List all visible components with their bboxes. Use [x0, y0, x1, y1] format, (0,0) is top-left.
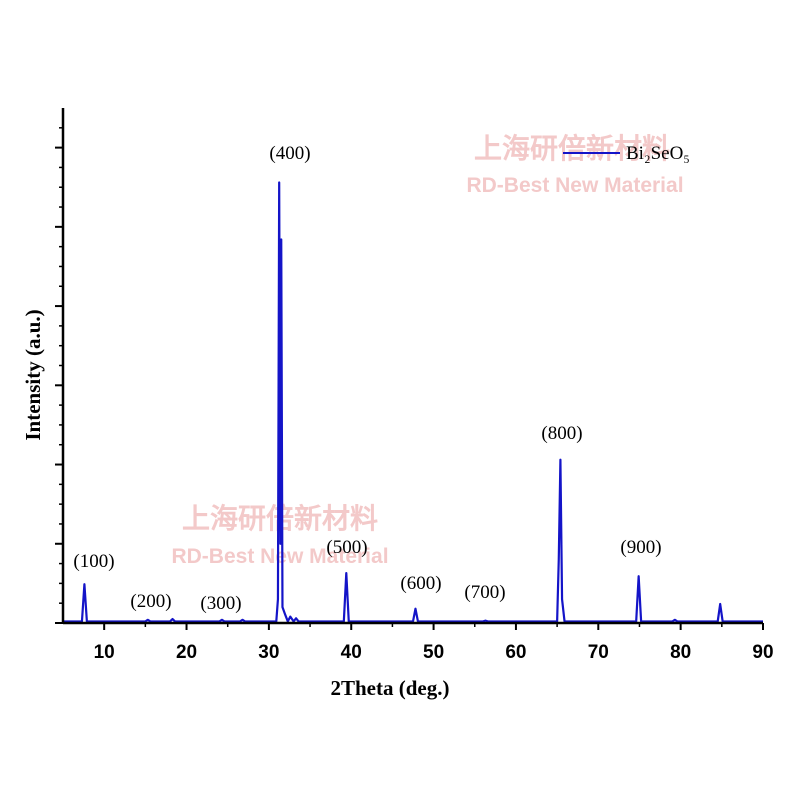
peak-label: (700)	[464, 582, 505, 603]
peak-label: (600)	[400, 573, 441, 594]
peak-label: (500)	[326, 537, 367, 558]
x-tick-label: 50	[423, 642, 444, 663]
legend-label: Bi₂SeO₅	[626, 143, 690, 164]
watermark: RD-Best New Material	[466, 174, 683, 197]
x-tick-label: 10	[94, 642, 115, 663]
peak-label: (100)	[73, 551, 114, 572]
x-tick-label: 40	[341, 642, 362, 663]
x-tick-label: 70	[588, 642, 609, 663]
y-axis-title: Intensity (a.u.)	[21, 309, 45, 440]
x-tick-label: 60	[505, 642, 526, 663]
data-line	[63, 181, 763, 623]
watermark: 上海研倍新材料	[474, 132, 670, 165]
watermark: RD-Best New Material	[171, 545, 388, 568]
peak-label: (200)	[130, 591, 171, 612]
x-tick-label: 30	[258, 642, 279, 663]
x-tick-label: 80	[670, 642, 691, 663]
peak-label: (300)	[200, 593, 241, 614]
peak-label: (900)	[620, 537, 661, 558]
peak-label: (400)	[269, 143, 310, 164]
x-tick-label: 90	[752, 642, 773, 663]
peak-label: (800)	[541, 423, 582, 444]
x-tick-label: 20	[176, 642, 197, 663]
x-axis-title: 2Theta (deg.)	[331, 676, 450, 700]
